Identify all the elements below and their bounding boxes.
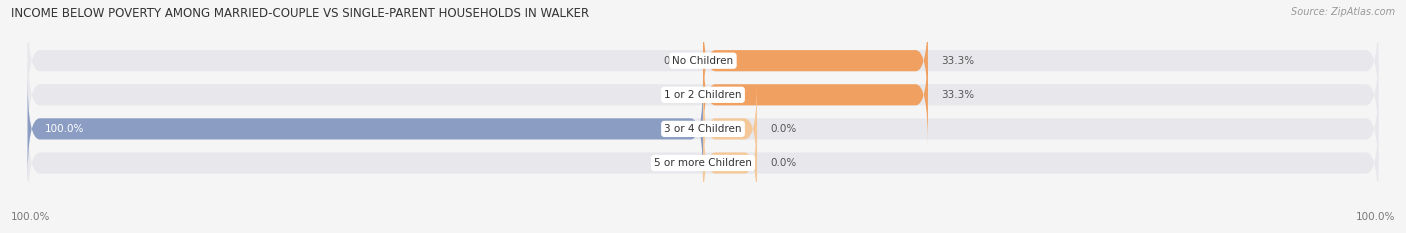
Text: 33.3%: 33.3% (942, 90, 974, 100)
Text: 0.0%: 0.0% (664, 56, 689, 66)
Text: 0.0%: 0.0% (664, 158, 689, 168)
FancyBboxPatch shape (28, 10, 1378, 112)
Text: Source: ZipAtlas.com: Source: ZipAtlas.com (1291, 7, 1395, 17)
Text: No Children: No Children (672, 56, 734, 66)
Text: 33.3%: 33.3% (942, 56, 974, 66)
Text: 1 or 2 Children: 1 or 2 Children (664, 90, 742, 100)
FancyBboxPatch shape (703, 112, 756, 214)
FancyBboxPatch shape (28, 44, 1378, 146)
Text: 0.0%: 0.0% (770, 158, 797, 168)
Text: 100.0%: 100.0% (11, 212, 51, 222)
FancyBboxPatch shape (703, 44, 928, 146)
FancyBboxPatch shape (28, 78, 703, 180)
FancyBboxPatch shape (28, 78, 1378, 180)
Text: 100.0%: 100.0% (45, 124, 84, 134)
FancyBboxPatch shape (28, 112, 1378, 214)
FancyBboxPatch shape (703, 10, 928, 112)
Text: 3 or 4 Children: 3 or 4 Children (664, 124, 742, 134)
Text: 0.0%: 0.0% (770, 124, 797, 134)
Text: INCOME BELOW POVERTY AMONG MARRIED-COUPLE VS SINGLE-PARENT HOUSEHOLDS IN WALKER: INCOME BELOW POVERTY AMONG MARRIED-COUPL… (11, 7, 589, 20)
Text: 5 or more Children: 5 or more Children (654, 158, 752, 168)
FancyBboxPatch shape (703, 78, 756, 180)
Text: 0.0%: 0.0% (664, 90, 689, 100)
Text: 100.0%: 100.0% (1355, 212, 1395, 222)
